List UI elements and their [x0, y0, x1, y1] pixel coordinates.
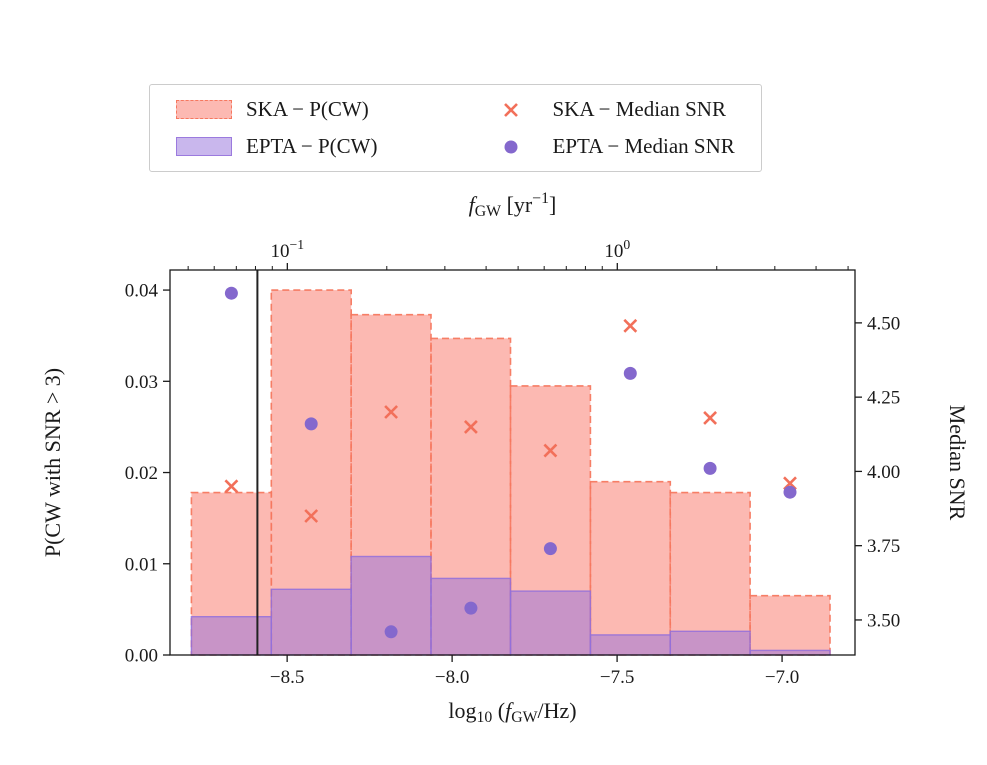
legend-label: EPTA − P(CW) [246, 134, 378, 158]
x-bottom-tick-label: −8.5 [270, 667, 304, 688]
y-right-tick-label: 3.50 [867, 610, 900, 631]
patch-dashed-swatch [176, 100, 232, 119]
dot-marker [783, 485, 797, 499]
x-marker [543, 443, 558, 458]
legend-item-epta-pcw: EPTA − P(CW) [176, 134, 378, 159]
y-right-tick-label: 4.00 [867, 462, 900, 483]
x-marker-icon [503, 102, 518, 117]
legend-item-epta-snr: EPTA − Median SNR [483, 134, 735, 159]
dot-marker [703, 461, 717, 475]
legend-item-ska-snr: SKA − Median SNR [483, 97, 735, 122]
dot-marker [304, 417, 318, 431]
y-left-tick-label: 0.01 [125, 554, 158, 575]
hist-bar [589, 634, 672, 656]
marker-dot-swatch [483, 137, 539, 157]
axis-titles: log10 (fGW/Hz) fGW [yr−1] P(CW with SNR > … [40, 190, 970, 726]
x-top-axis-label: fGW [yr−1] [469, 190, 557, 220]
y-right-tick-label: 3.75 [867, 536, 900, 557]
legend-item-ska-pcw: SKA − P(CW) [176, 97, 378, 122]
hist-bar [669, 630, 751, 656]
x-marker [623, 318, 638, 333]
dot-marker [543, 542, 557, 556]
hist-bar [350, 555, 432, 656]
x-marker [304, 509, 319, 523]
legend-label: SKA − P(CW) [246, 97, 369, 121]
x-marker [384, 405, 399, 419]
dot-marker [224, 286, 238, 300]
dot-marker [464, 601, 478, 615]
hist-bar [589, 480, 672, 656]
legend: SKA − P(CW) SKA − Median SNR EPTA − P(CW) E… [149, 84, 762, 172]
x-marker [703, 410, 718, 425]
x-marker [224, 479, 239, 494]
x-bottom-tick-label: −7.5 [600, 667, 634, 688]
hist-bar [430, 577, 512, 656]
y-right-tick-label: 4.50 [867, 313, 900, 334]
x-bottom-axis-label: log10 (fGW/Hz) [448, 698, 576, 726]
legend-label: EPTA − Median SNR [552, 134, 735, 158]
dot-marker [384, 625, 398, 639]
x-marker [463, 419, 478, 434]
x-top-tick-label: 10−1 [271, 237, 305, 262]
legend-label: SKA − Median SNR [552, 97, 726, 121]
hist-bar [669, 491, 751, 656]
x-bottom-tick-label: −8.0 [435, 667, 469, 688]
epta-snr-points [224, 286, 797, 639]
histograms [190, 289, 831, 656]
y-right-tick-label: 4.25 [867, 388, 900, 409]
y-left-tick-label: 0.03 [125, 372, 158, 393]
legend-patch-icon [176, 100, 232, 119]
legend-patch-icon [176, 137, 232, 156]
hist-bar [749, 594, 831, 656]
hist-bar [190, 616, 272, 656]
y-left-axis-label: P(CW with SNR > 3) [40, 368, 65, 557]
hist-bar [749, 649, 831, 656]
tick-marks [163, 263, 862, 662]
y-left-tick-label: 0.02 [125, 463, 158, 484]
axes-frame [169, 269, 856, 656]
marker-x-swatch [483, 100, 539, 120]
x-top-tick-label: 100 [604, 237, 630, 262]
x-bottom-tick-label: −7.0 [765, 667, 799, 688]
ska-snr-points [224, 318, 797, 523]
hist-bar [509, 590, 592, 656]
y-right-axis-label: Median SNR [945, 405, 970, 521]
epta-hist [190, 555, 831, 656]
tick-labels: −8.5 −8.0 −7.5 −7.0 10−1 100 0.00 0.01 0.02 0.03 0… [125, 237, 901, 688]
dot-marker [623, 366, 637, 380]
dot-marker-icon [504, 140, 517, 153]
y-left-tick-label: 0.00 [125, 646, 158, 667]
patch-swatch [176, 137, 232, 156]
hist-bar [270, 588, 352, 656]
y-left-tick-label: 0.04 [125, 281, 159, 302]
